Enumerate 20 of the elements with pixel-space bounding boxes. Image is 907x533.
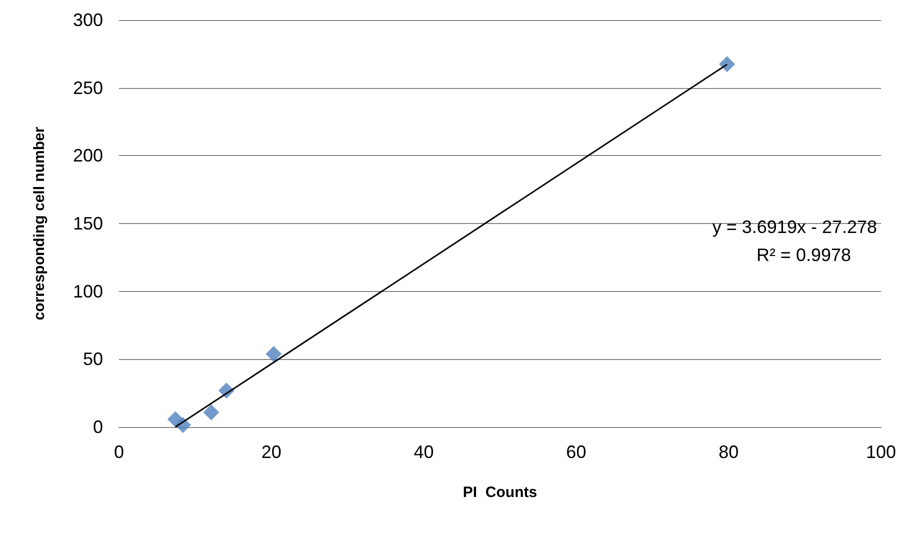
x-tick-label: 60 [566, 442, 586, 462]
x-tick-label: 20 [261, 442, 282, 462]
x-tick-label: 0 [114, 442, 124, 462]
annotation: y = 3.6919x - 27.278 [712, 217, 878, 237]
y-tick-label: 150 [72, 214, 103, 234]
x-tick-label: 100 [866, 442, 896, 462]
point [719, 56, 736, 72]
x-tick-label: 80 [718, 442, 739, 462]
y-tick-label: 300 [72, 10, 103, 30]
point [266, 346, 282, 362]
y-axis-title: corresponding cell number [31, 126, 48, 320]
y-tick-label: 100 [72, 281, 103, 302]
x-axis-title: PI Counts [462, 484, 538, 501]
y-tick-label: 250 [72, 78, 103, 98]
y-tick-label: 0 [92, 417, 103, 437]
x-tick-label: 40 [414, 442, 434, 462]
y-tick-label: 200 [72, 146, 103, 166]
y-tick-label: 50 [82, 349, 103, 370]
annotation: R² = 0.9978 [756, 245, 851, 265]
point [203, 404, 220, 420]
